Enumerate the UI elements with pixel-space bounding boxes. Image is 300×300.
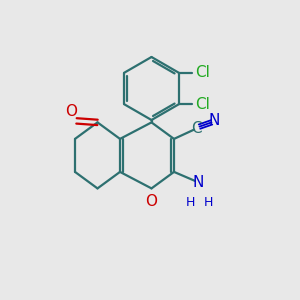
Text: H: H xyxy=(186,196,195,209)
Text: C: C xyxy=(191,121,202,136)
Text: H: H xyxy=(204,196,213,208)
Text: Cl: Cl xyxy=(195,97,210,112)
Text: Cl: Cl xyxy=(195,65,210,80)
Text: O: O xyxy=(145,194,157,209)
Text: N: N xyxy=(209,113,220,128)
Text: N: N xyxy=(192,175,204,190)
Text: O: O xyxy=(65,104,77,119)
